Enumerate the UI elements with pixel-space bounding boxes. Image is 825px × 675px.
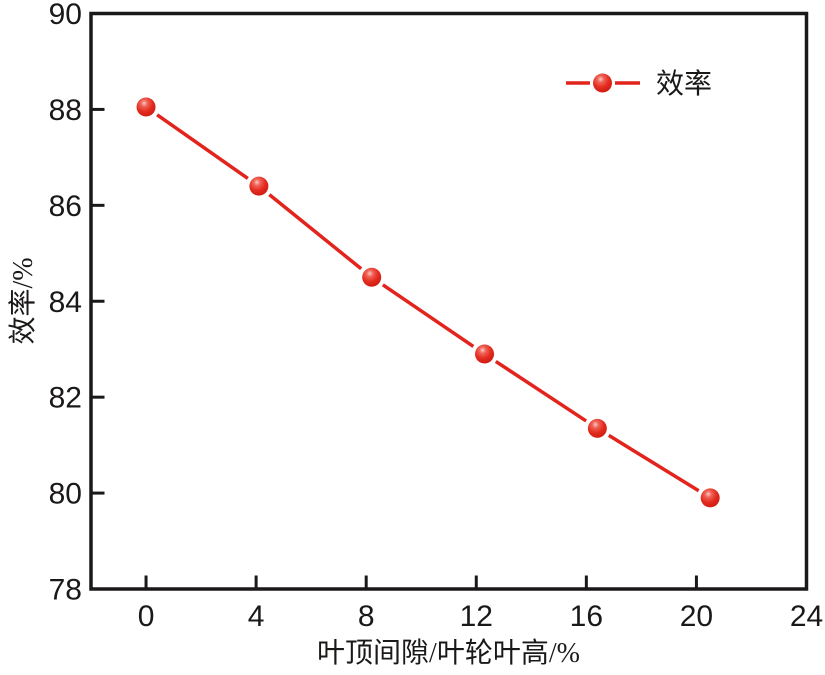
- x-tick-label-4: 4: [248, 600, 265, 633]
- x-tick-label-0: 0: [138, 600, 155, 633]
- y-tick-label-90: 90: [49, 0, 82, 31]
- x-axis-title: 叶顶间隙/叶轮叶高/%: [317, 637, 580, 669]
- y-tick-label-88: 88: [49, 94, 82, 127]
- axis-tick-labels: 0 4 8 12 16 20 24 78 80 82 84 86 88 90: [49, 0, 824, 633]
- x-tick-label-20: 20: [680, 600, 713, 633]
- axis-ticks: [92, 107, 698, 588]
- y-tick-label-78: 78: [49, 574, 82, 607]
- x-tick-label-24: 24: [790, 600, 823, 633]
- data-point-3: [475, 344, 495, 364]
- line-segment-2: [381, 283, 475, 348]
- plot-frame: [89, 11, 809, 591]
- y-tick-label-80: 80: [49, 478, 82, 511]
- data-point-4: [587, 418, 607, 438]
- y-tick-label-84: 84: [49, 286, 82, 319]
- data-series: [136, 97, 720, 508]
- legend-label: 效率: [656, 68, 712, 100]
- x-tick-label-12: 12: [460, 600, 493, 633]
- line-segment-3: [494, 359, 588, 423]
- line-segment-0: [156, 113, 249, 180]
- legend-marker: [593, 73, 612, 93]
- line-segment-4: [607, 433, 700, 493]
- line-segment-1: [268, 193, 363, 271]
- legend: 效率: [566, 68, 712, 100]
- x-tick-label-16: 16: [570, 600, 603, 633]
- data-point-5: [700, 488, 720, 508]
- data-point-0: [136, 97, 156, 117]
- y-tick-label-86: 86: [49, 190, 82, 223]
- x-tick-label-8: 8: [358, 600, 375, 633]
- data-point-1: [249, 176, 269, 196]
- y-axis-title: 效率/%: [7, 257, 39, 344]
- y-tick-label-82: 82: [49, 382, 82, 415]
- data-point-2: [362, 267, 382, 287]
